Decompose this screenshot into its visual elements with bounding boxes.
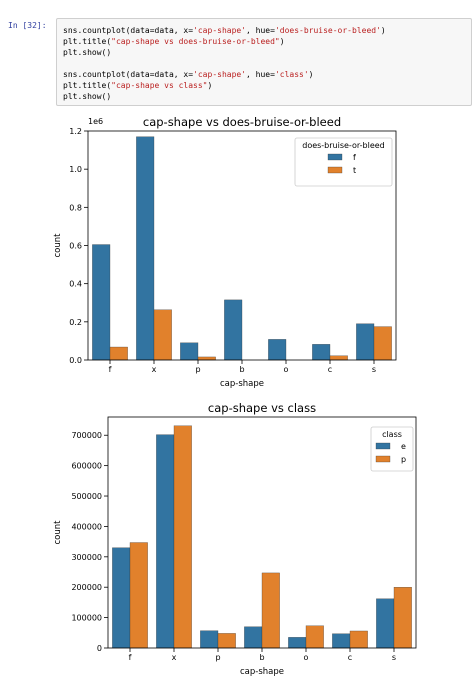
legend-swatch-f	[327, 153, 343, 161]
chart-class: cap-shape vs class 0 100000 200000 300000 400…	[53, 401, 417, 677]
cell-prompt: In [32]:	[8, 21, 47, 30]
y-axis-label: count	[53, 520, 63, 545]
y-tick-label: 0.4	[69, 280, 82, 289]
legend-label-p: p	[401, 455, 406, 464]
bar-p-p	[217, 633, 236, 649]
legend-title: does-bruise-or-bleed	[302, 141, 385, 150]
bar-p-o	[305, 625, 324, 649]
plot-frame	[87, 130, 397, 361]
legend-swatch-e	[375, 442, 391, 450]
x-axis-label: cap-shape	[220, 379, 264, 389]
x-tick-label: p	[215, 653, 220, 662]
x-tick-label: b	[259, 653, 264, 662]
legend-box	[294, 137, 393, 187]
x-tick-label: f	[109, 365, 112, 374]
x-tick-label: x	[152, 365, 157, 374]
x-tick-label: p	[195, 365, 200, 374]
bar-e-b	[244, 626, 263, 649]
bar-t-c	[329, 355, 348, 361]
bar-p-b	[261, 572, 280, 649]
chart-bruise: cap-shape vs does-bruise-or-bleed 0.0 0.2 0…	[53, 115, 397, 389]
legend-swatch-p	[375, 455, 391, 463]
legend-label-f: f	[353, 153, 356, 162]
x-tick-label: o	[304, 653, 309, 662]
bar-e-p	[200, 630, 219, 649]
bar-f-s	[356, 323, 375, 361]
plot-frame	[107, 416, 417, 649]
bar-t-p	[197, 356, 216, 361]
bar-p-s	[393, 587, 412, 649]
bar-e-f	[112, 547, 131, 649]
cell-output: cap-shape vs does-bruise-or-bleed 0.0 0.2 0…	[0, 108, 474, 685]
legend-label-e: e	[401, 442, 406, 451]
y-tick-label: 0.6	[69, 242, 82, 251]
y-tick-label: 0.2	[69, 318, 82, 327]
y-tick-label: 600000	[71, 462, 102, 471]
bar-f-o	[268, 339, 287, 361]
x-tick-label: f	[129, 653, 132, 662]
y-tick-label: 100000	[71, 614, 102, 623]
y-offset-label: 1e6	[88, 117, 103, 126]
x-tick-label: s	[392, 653, 396, 662]
bar-t-f	[109, 346, 128, 361]
y-tick-label: 0.0	[69, 356, 82, 365]
code-line: plt.show()	[63, 92, 112, 101]
bar-t-s	[373, 326, 392, 361]
code-editor[interactable]: sns.countplot(data=data, x='cap-shape', …	[63, 25, 386, 102]
y-tick-label: 400000	[71, 522, 102, 531]
bar-f-c	[312, 344, 331, 361]
y-tick-label: 500000	[71, 492, 102, 501]
x-tick-label: b	[239, 365, 244, 374]
y-tick-label: 200000	[71, 583, 102, 592]
bar-f-p	[180, 342, 199, 361]
bar-f-b	[224, 299, 243, 361]
x-tick-label: s	[372, 365, 376, 374]
code-line: plt.show()	[63, 48, 112, 57]
code-line: plt.title("cap-shape vs class")	[63, 81, 213, 90]
bar-e-o	[288, 637, 307, 649]
x-tick-label: c	[348, 653, 352, 662]
bar-e-c	[332, 633, 351, 649]
x-axis-label: cap-shape	[240, 667, 284, 677]
bar-e-s	[376, 598, 395, 649]
y-axis-label: count	[53, 233, 63, 258]
y-tick-label: 1.0	[69, 165, 82, 174]
y-tick-label: 0	[97, 644, 102, 653]
x-tick-label: o	[284, 365, 289, 374]
bar-p-c	[349, 630, 368, 649]
bar-p-f	[129, 542, 148, 649]
y-tick-label: 700000	[71, 431, 102, 440]
legend-swatch-t	[327, 166, 343, 174]
code-line: sns.countplot(data=data, x='cap-shape', …	[63, 70, 314, 79]
y-tick-label: 300000	[71, 553, 102, 562]
x-tick-label: c	[328, 365, 332, 374]
bar-f-f	[92, 244, 111, 361]
x-tick-label: x	[172, 653, 177, 662]
chart-title: cap-shape vs class	[208, 401, 316, 415]
bar-t-x	[153, 309, 172, 361]
legend-title: class	[382, 430, 402, 439]
y-tick-label: 1.2	[69, 127, 82, 136]
code-line: sns.countplot(data=data, x='cap-shape', …	[63, 26, 386, 35]
bar-e-x	[156, 434, 175, 649]
code-line: plt.title("cap-shape vs does-bruise-or-b…	[63, 37, 285, 46]
bar-p-x	[173, 425, 192, 649]
legend-label-t: t	[353, 166, 356, 175]
y-tick-label: 0.8	[69, 203, 82, 212]
chart-title: cap-shape vs does-bruise-or-bleed	[143, 115, 341, 129]
code-cell-input[interactable]: sns.countplot(data=data, x='cap-shape', …	[56, 18, 472, 106]
bar-f-x	[136, 136, 155, 361]
